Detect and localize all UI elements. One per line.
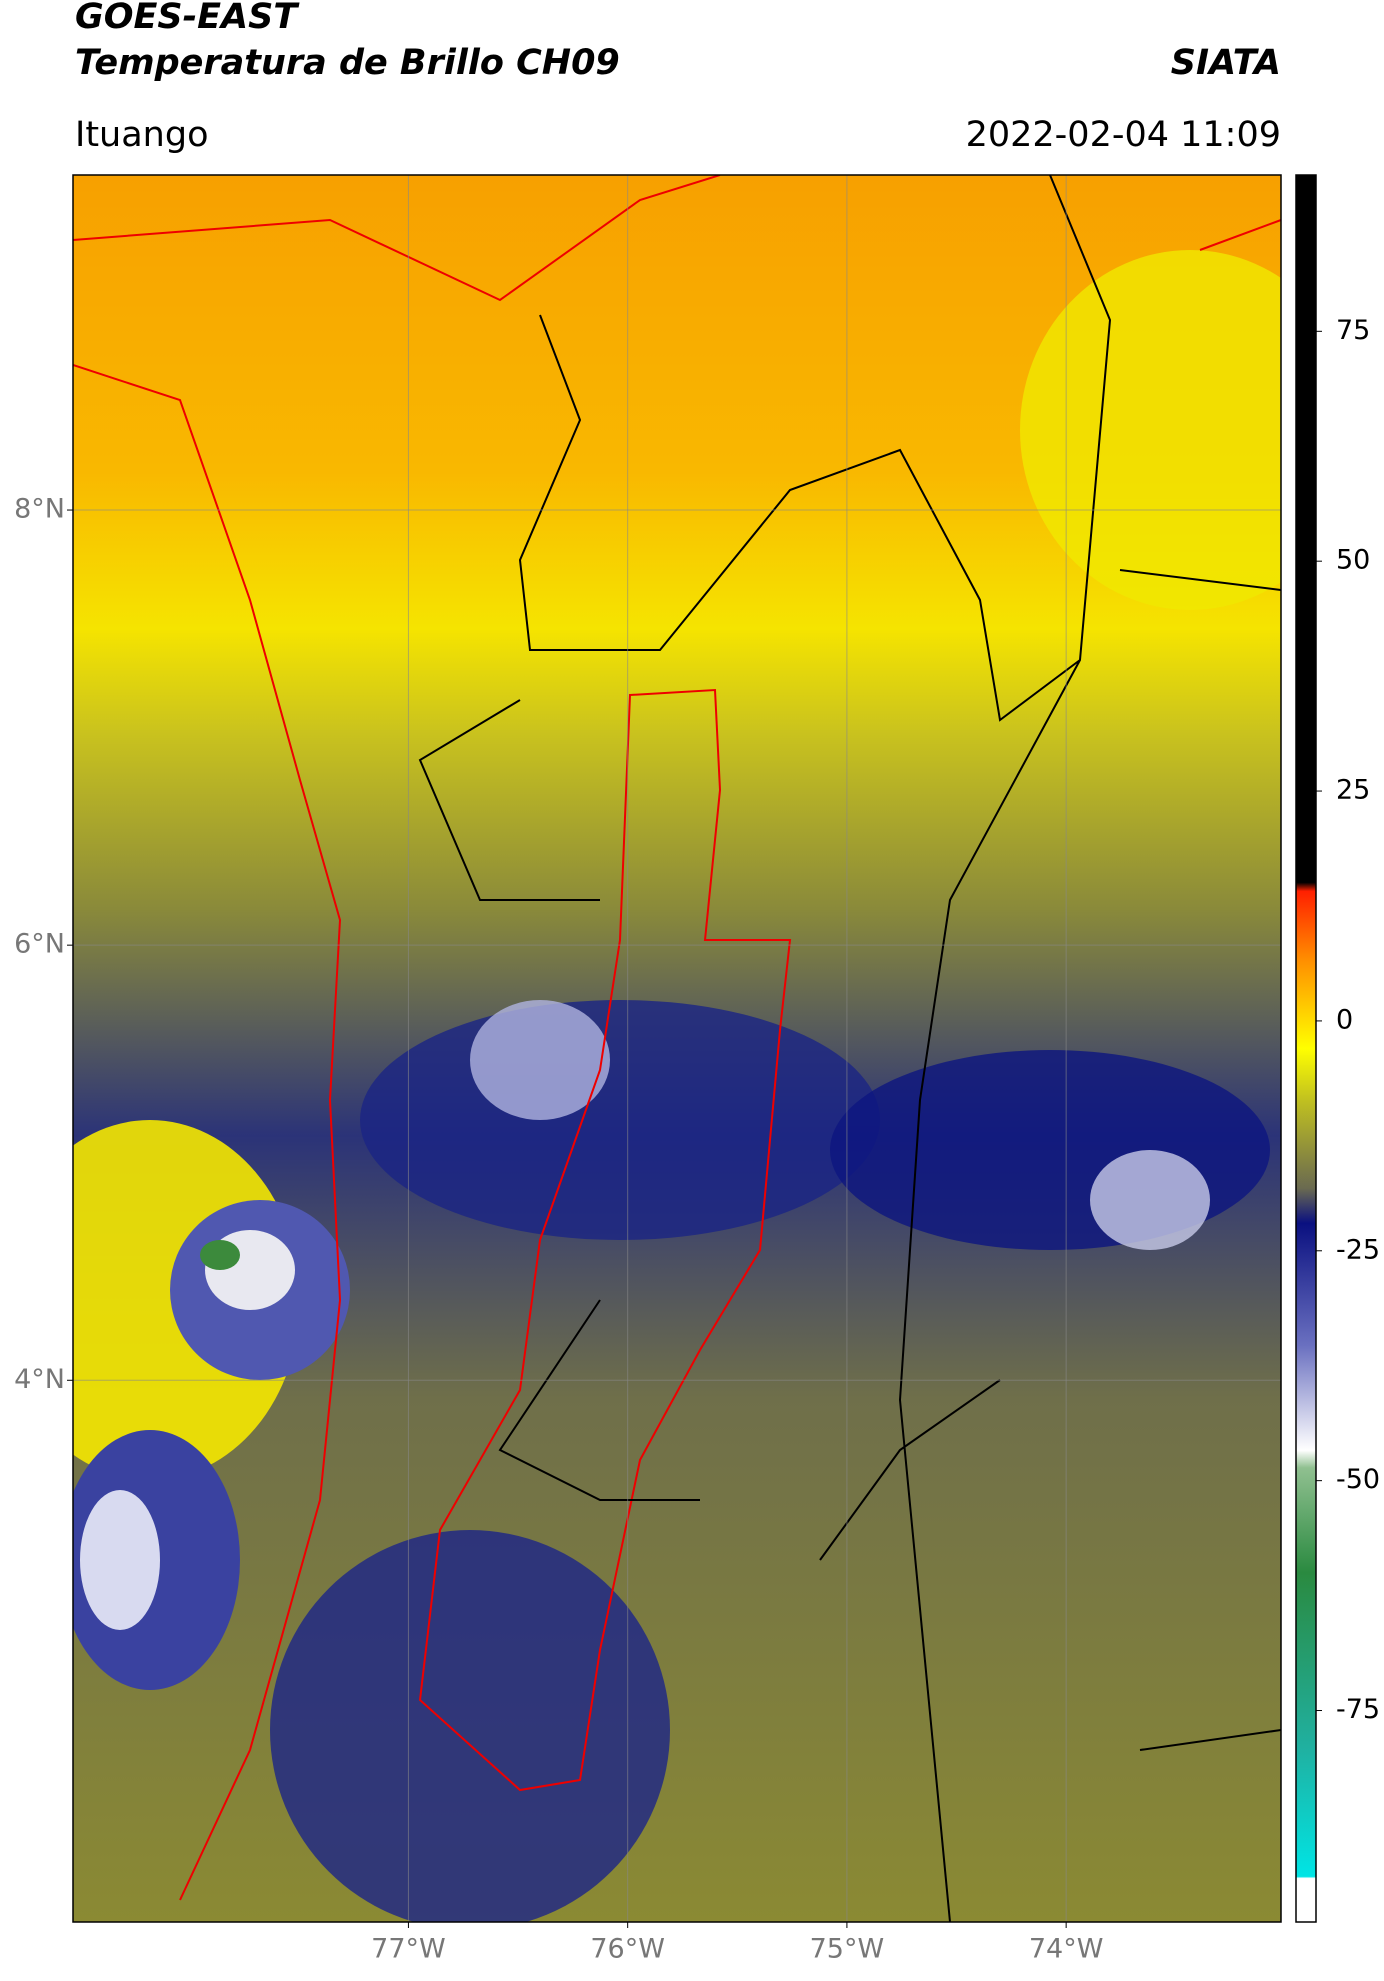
- x-tick-label: 74°W: [1029, 1934, 1104, 1965]
- x-tick-label: 77°W: [371, 1934, 446, 1965]
- colorbar-tick-label: 25: [1336, 775, 1370, 806]
- colorbar: [1295, 174, 1317, 1923]
- y-tick-label: 8°N: [14, 494, 65, 525]
- x-tick-label: 76°W: [590, 1934, 665, 1965]
- title-line: GOES-EAST: [75, 0, 300, 37]
- colorbar-tick-label: 50: [1336, 545, 1370, 576]
- y-tick-label: 4°N: [14, 1364, 65, 1395]
- x-tick-label: 75°W: [810, 1934, 885, 1965]
- colorbar-tick-label: 0: [1336, 1004, 1353, 1035]
- graticule: [73, 175, 1281, 1922]
- map-image: [73, 175, 1281, 1922]
- location: Ituango: [75, 115, 209, 155]
- colorbar-tick-label: -75: [1336, 1694, 1380, 1725]
- title-line: Temperatura de Brillo CH09: [75, 43, 620, 83]
- map-frame: [72, 174, 1282, 1923]
- colorbar-tick-label: -25: [1336, 1234, 1380, 1265]
- colorbar-tick-label: -50: [1336, 1464, 1380, 1495]
- colorbar-tick-label: 75: [1336, 315, 1370, 346]
- source: SIATA: [1171, 43, 1281, 83]
- datetime: 2022-02-04 11:09: [966, 115, 1281, 155]
- y-tick-label: 6°N: [14, 929, 65, 960]
